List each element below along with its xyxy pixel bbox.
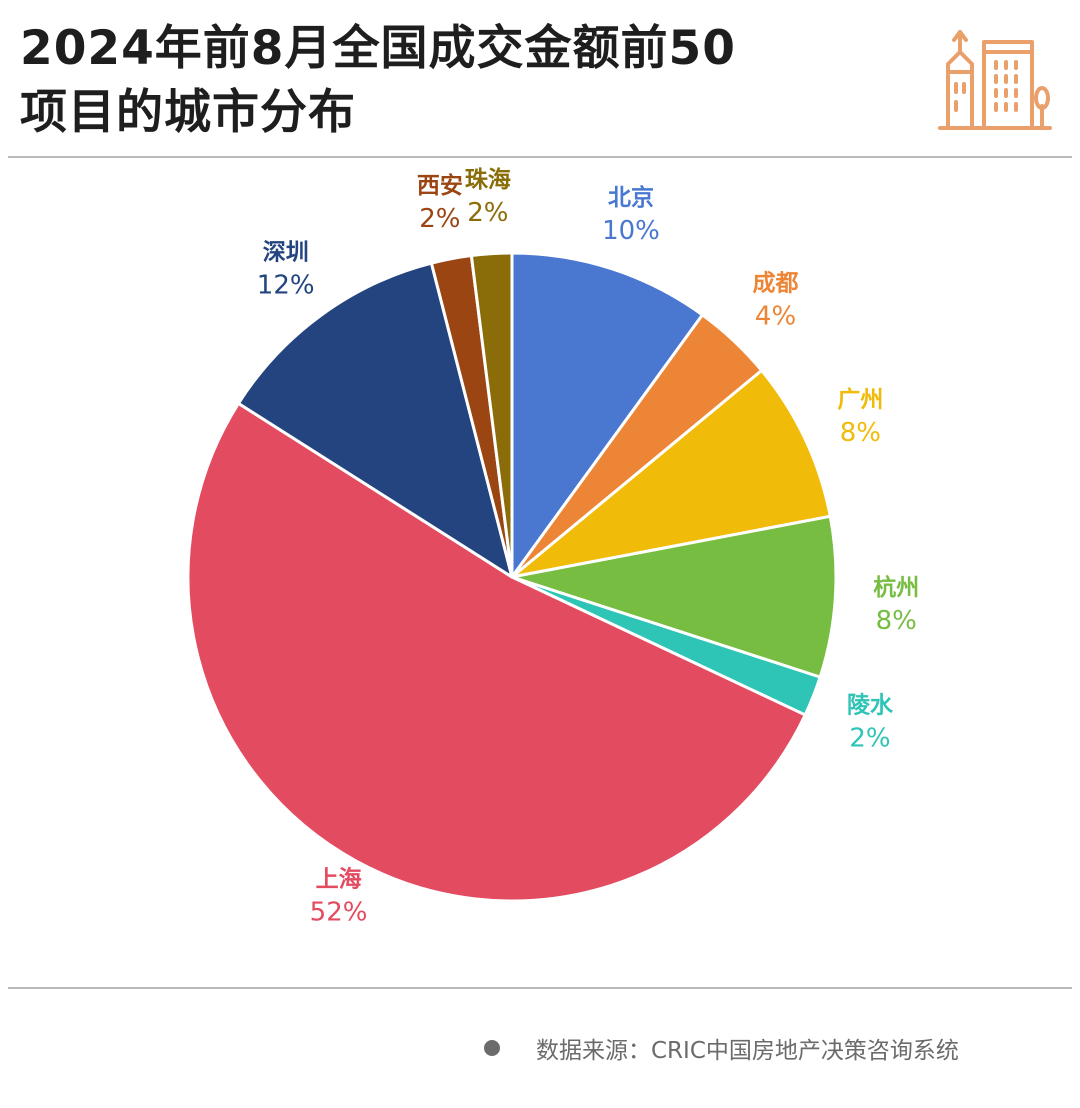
pie-slice-0 (510, 251, 704, 579)
slice-name-label-4: 陵水 (847, 692, 894, 719)
slice-name-label-0: 北京 (608, 184, 654, 211)
pie-slice-3 (510, 514, 838, 679)
slice-percent-label-0: 10% (602, 216, 660, 246)
slice-percent-label-4: 2% (849, 724, 890, 754)
pie-slice-2 (510, 368, 832, 579)
chart-title-line-1: 2024年前8月全国成交金额前50 (20, 21, 736, 76)
footer-divider (8, 987, 1072, 989)
slice-percent-label-8: 2% (467, 198, 508, 228)
slice-name-label-3: 杭州 (873, 574, 919, 601)
slice-name-label-8: 珠海 (465, 166, 511, 193)
slice-name-label-1: 成都 (753, 270, 799, 296)
chart-title-line-2: 项目的城市分布 (20, 85, 356, 140)
pie-slices (186, 251, 838, 903)
header-divider (8, 156, 1072, 158)
slice-percent-label-6: 12% (257, 271, 315, 301)
slice-percent-label-3: 8% (876, 606, 917, 636)
slice-percent-label-2: 8% (840, 418, 881, 448)
slice-name-label-5: 上海 (316, 865, 362, 892)
data-source-text: 数据来源：CRIC中国房地产决策咨询系统 (536, 1038, 959, 1064)
slice-percent-label-1: 4% (755, 301, 796, 331)
pie-slice-6 (236, 261, 514, 579)
pie-slice-5 (186, 401, 807, 903)
slice-percent-label-7: 2% (419, 204, 460, 234)
slice-name-label-2: 广州 (837, 386, 883, 413)
building-icon (938, 30, 1052, 130)
slice-name-label-7: 西安 (417, 172, 463, 199)
pie-slice-8 (469, 251, 514, 579)
slice-percent-label-5: 52% (310, 897, 368, 927)
slice-name-label-6: 深圳 (263, 240, 309, 266)
bullet-dot (484, 1040, 500, 1056)
data-source-note: 数据来源：CRIC中国房地产决策咨询系统 (484, 1030, 959, 1066)
